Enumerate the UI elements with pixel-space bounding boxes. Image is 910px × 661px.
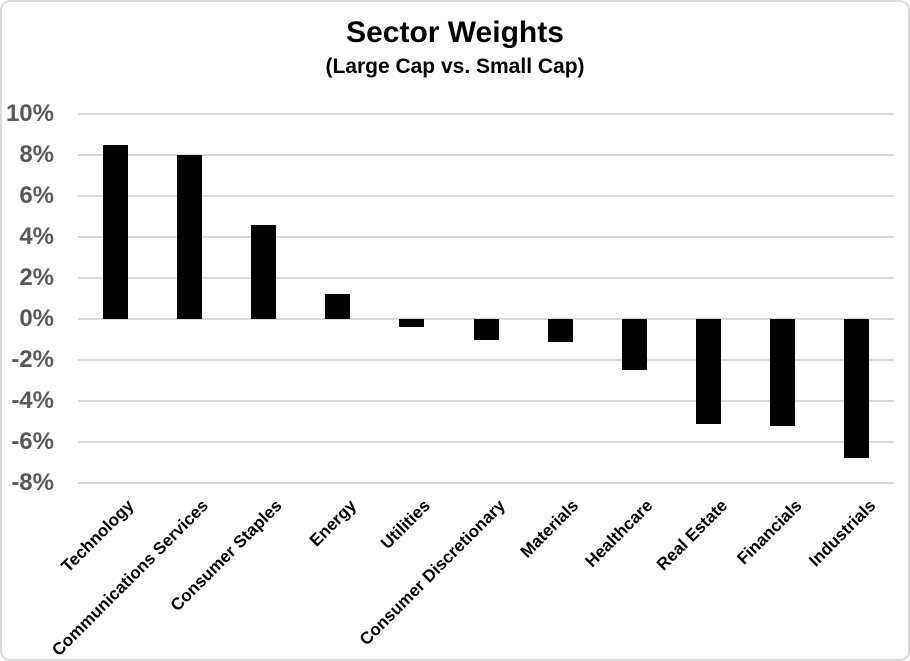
- y-axis-tick-label: -4%: [11, 387, 54, 414]
- y-axis-tick-label: -2%: [11, 346, 54, 373]
- x-axis-category-label: Technology: [57, 496, 138, 577]
- y-axis-tick-label: 8%: [19, 141, 54, 168]
- gridline: [78, 359, 894, 361]
- gridline: [78, 154, 894, 156]
- bar-energy: [325, 294, 351, 319]
- bar-consumer-discretionary: [473, 319, 499, 340]
- y-axis-tick-label: 10%: [5, 100, 54, 127]
- bar-industrials: [844, 319, 870, 459]
- x-axis-category-label: Utilities: [377, 496, 435, 553]
- x-axis-category-label: Energy: [305, 496, 361, 551]
- plot-area: 10% 8% 6% 4% 2% 0% -2% -4% -6% -8% Technology Commu…: [6, 100, 894, 659]
- y-axis-tick-label: 0%: [19, 305, 54, 332]
- gridline: [78, 400, 894, 402]
- gridline: [78, 113, 894, 115]
- x-axis-category-label: Healthcare: [581, 496, 657, 571]
- gridline: [78, 277, 894, 279]
- bar-real-estate: [696, 319, 722, 424]
- y-axis-tick-label: -6%: [11, 428, 54, 455]
- x-axis-category-label: Materials: [517, 496, 583, 562]
- bar-utilities: [399, 319, 425, 328]
- y-axis-tick-label: 4%: [19, 223, 54, 250]
- x-axis-category-label: Industrials: [805, 496, 880, 571]
- x-axis-category-label: Communications Services: [47, 496, 212, 660]
- y-axis-tick-label: -8%: [11, 469, 54, 496]
- gridline: [78, 482, 894, 484]
- y-axis-tick-label: 2%: [19, 264, 54, 291]
- bar-consumer-staples: [250, 224, 276, 319]
- gridline: [78, 441, 894, 443]
- chart-title: Sector Weights: [346, 16, 564, 49]
- bar-healthcare: [621, 319, 647, 371]
- gridline: [78, 236, 894, 238]
- x-axis-category-label: Financials: [732, 496, 806, 569]
- chart-subtitle: (Large Cap vs. Small Cap): [325, 55, 585, 78]
- bar-technology: [102, 144, 128, 319]
- x-axis-category-label: Real Estate: [652, 496, 731, 575]
- bar-materials: [547, 319, 573, 342]
- gridline: [78, 195, 894, 197]
- bar-financials: [770, 319, 796, 426]
- bar-communications-services: [176, 155, 202, 319]
- x-axis-category-label: Consumer Discretionary: [355, 496, 509, 650]
- y-axis-tick-label: 6%: [19, 182, 54, 209]
